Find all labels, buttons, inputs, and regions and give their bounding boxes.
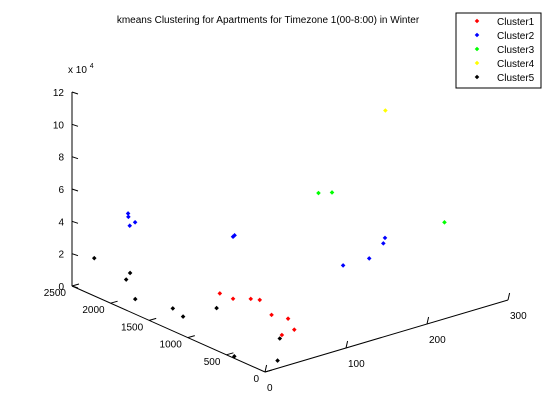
- y-tick-mark: [71, 283, 80, 287]
- scatter-point: [257, 297, 263, 303]
- scatter-point: [126, 214, 131, 220]
- y-tick-label: 1000: [160, 340, 183, 351]
- z-axis-ticks: 0 2 4 6 8 10 12: [53, 88, 79, 293]
- z-exponent-base: x 10: [68, 65, 87, 76]
- z-tick-mark: [71, 123, 79, 127]
- scatter-point: [232, 354, 237, 359]
- scatter-point: [125, 211, 131, 216]
- legend-marker: [474, 18, 480, 24]
- chart-title: kmeans Clustering for Apartments for Tim…: [117, 15, 420, 26]
- y-axis-ticks: 0 500 1000 1500 2000 2500: [44, 283, 273, 385]
- scatter-point: [230, 296, 236, 302]
- legend-marker: [474, 60, 480, 66]
- legend-label: Cluster4: [497, 59, 535, 70]
- y-tick-label: 500: [204, 357, 221, 368]
- scatter-point: [277, 336, 283, 341]
- legend-label: Cluster5: [497, 73, 535, 84]
- scatter-point: [285, 316, 291, 321]
- scatter-point: [132, 296, 138, 302]
- z-tick-mark: [71, 188, 79, 192]
- x-tick-label: 300: [510, 311, 527, 322]
- scatter-point: [132, 219, 138, 225]
- y-tick-label: 0: [253, 374, 259, 385]
- x-tick-label: 100: [348, 359, 365, 370]
- scatter-point: [279, 332, 285, 338]
- x-axis-ticks: 0 100 200 300: [264, 292, 527, 394]
- z-tick-label: 4: [58, 217, 64, 228]
- x-tick-mark: [426, 316, 430, 325]
- scatter-points: [91, 108, 447, 363]
- y-tick-mark: [149, 317, 157, 321]
- scatter-point: [127, 270, 133, 276]
- legend-marker: [474, 46, 480, 52]
- scatter-point: [230, 234, 236, 240]
- scatter-point: [180, 314, 186, 319]
- legend-box: [455, 12, 542, 89]
- y-tick-label: 2000: [82, 305, 105, 316]
- z-tick-label: 2: [58, 250, 64, 261]
- x-tick-mark: [345, 340, 349, 349]
- legend-label: Cluster3: [497, 45, 535, 56]
- z-axis-exponent-label: x 10 4: [68, 63, 94, 76]
- legend-items: Cluster1 Cluster2 Cluster3 Cluster4 Cluster5: [474, 17, 535, 84]
- scatter-point: [442, 220, 447, 225]
- y-axis-line: [71, 285, 266, 373]
- scatter-point: [275, 358, 280, 363]
- x-tick-mark: [264, 364, 268, 373]
- z-tick-label: 0: [58, 282, 64, 293]
- x-tick-label: 0: [267, 383, 273, 394]
- scatter-point: [291, 327, 297, 332]
- scatter-point: [214, 305, 219, 311]
- legend-label: Cluster2: [497, 31, 535, 42]
- scatter-point: [269, 312, 274, 318]
- z-tick-label: 12: [53, 88, 65, 99]
- y-tick-mark: [187, 335, 195, 339]
- y-tick-label: 2500: [44, 288, 67, 299]
- scatter-point: [170, 306, 176, 311]
- z-tick-mark: [71, 91, 79, 95]
- scatter-point: [383, 108, 388, 113]
- scatter-point: [366, 256, 372, 261]
- y-tick-mark: [264, 369, 273, 373]
- z-tick-mark: [71, 253, 79, 257]
- scatter-point: [217, 291, 223, 296]
- y-tick-mark: [110, 300, 118, 304]
- z-tick-mark: [71, 220, 79, 224]
- y-tick-label: 1500: [121, 322, 144, 333]
- z-tick-mark: [71, 285, 79, 289]
- legend-marker: [474, 74, 480, 80]
- x-tick-mark: [507, 292, 511, 301]
- x-axis-line: [264, 299, 509, 373]
- legend-label: Cluster1: [497, 17, 535, 28]
- scatter-point: [316, 190, 321, 196]
- scatter-point: [382, 235, 388, 241]
- legend: Cluster1 Cluster2 Cluster3 Cluster4 Cluster5: [455, 12, 542, 89]
- z-tick-label: 10: [53, 120, 65, 131]
- y-tick-mark: [226, 352, 234, 356]
- z-exponent-power: 4: [90, 63, 94, 70]
- scatter-point: [91, 255, 97, 261]
- scatter-point: [248, 296, 254, 302]
- scatter-point: [329, 190, 335, 195]
- z-tick-label: 6: [58, 185, 64, 196]
- scatter-point: [127, 223, 133, 229]
- z-tick-mark: [71, 156, 79, 160]
- legend-marker: [474, 32, 480, 38]
- scatter-point: [123, 277, 129, 282]
- scatter-point: [381, 241, 386, 246]
- x-tick-label: 200: [429, 335, 446, 346]
- z-tick-label: 8: [58, 153, 64, 164]
- scatter-point: [340, 263, 346, 268]
